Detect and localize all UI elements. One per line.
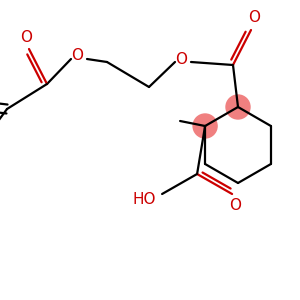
Text: O: O <box>175 52 187 67</box>
Text: HO: HO <box>132 191 156 206</box>
Circle shape <box>226 95 250 119</box>
Text: O: O <box>229 199 241 214</box>
Circle shape <box>193 114 217 138</box>
Text: O: O <box>71 49 83 64</box>
Text: O: O <box>248 11 260 26</box>
Text: O: O <box>20 29 32 44</box>
